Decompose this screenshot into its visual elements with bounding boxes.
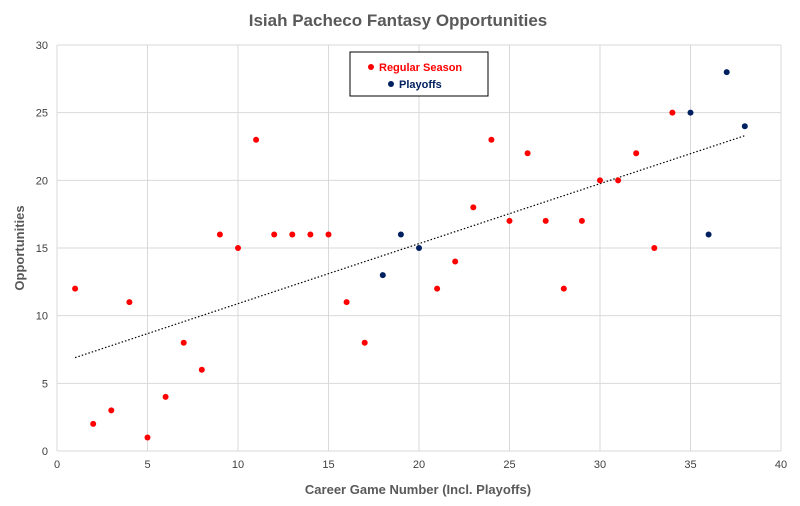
point-regular-season (271, 231, 278, 238)
point-regular-season (578, 217, 585, 224)
point-regular-season (253, 136, 260, 143)
x-tick-label: 40 (775, 459, 787, 471)
point-regular-season (126, 299, 133, 306)
legend: Regular Season Playoffs (349, 51, 489, 97)
point-regular-season (325, 231, 332, 238)
point-regular-season (633, 150, 640, 157)
point-regular-season (560, 285, 567, 292)
point-regular-season (144, 434, 151, 441)
x-tick-label: 10 (232, 459, 244, 471)
y-tick-label: 30 (36, 40, 48, 52)
point-regular-season (651, 245, 658, 251)
point-regular-season (615, 177, 622, 184)
x-tick-label: 20 (413, 459, 425, 471)
point-regular-season (216, 231, 223, 238)
tick-labels: 0 5 10 15 20 25 30 35 40 0 5 10 15 20 25 30 (36, 40, 787, 471)
x-tick-label: 30 (594, 459, 606, 471)
point-regular-season (235, 245, 241, 251)
trendline (74, 135, 745, 359)
legend-box (349, 51, 489, 97)
point-playoffs (705, 231, 712, 238)
legend-label-playoffs: Playoffs (399, 79, 442, 91)
y-tick-label: 20 (36, 175, 48, 187)
legend-marker-playoffs (388, 81, 394, 87)
x-tick-label: 5 (144, 459, 150, 471)
y-axis-label: Opportunities (12, 205, 27, 290)
point-regular-season (597, 177, 603, 184)
chart-title: Isiah Pacheco Fantasy Opportunities (249, 11, 548, 30)
y-tick-label: 15 (36, 243, 48, 255)
point-playoffs (723, 69, 730, 76)
point-regular-season (542, 217, 549, 224)
point-playoffs (397, 231, 404, 238)
data-points (72, 69, 748, 441)
point-playoffs (379, 272, 386, 279)
point-regular-season (524, 150, 531, 157)
x-tick-label: 15 (322, 459, 334, 471)
trendline-layer (74, 135, 745, 359)
x-tick-label: 35 (684, 459, 696, 471)
point-regular-season (452, 258, 459, 265)
point-regular-season (669, 109, 676, 116)
y-tick-label: 0 (42, 446, 48, 458)
point-regular-season (72, 285, 79, 292)
point-regular-season (488, 136, 495, 143)
y-tick-label: 25 (36, 108, 48, 120)
point-regular-season (198, 366, 205, 373)
point-regular-season (470, 204, 477, 211)
legend-marker-regular-season (368, 64, 374, 70)
x-tick-label: 25 (503, 459, 515, 471)
point-regular-season (162, 393, 169, 400)
point-regular-season (289, 231, 296, 238)
point-playoffs (741, 123, 748, 130)
y-tick-label: 10 (36, 311, 48, 323)
point-regular-season (361, 339, 368, 346)
x-axis-label: Career Game Number (Incl. Playoffs) (305, 482, 531, 497)
legend-label-regular-season: Regular Season (379, 62, 462, 74)
point-regular-season (434, 285, 441, 292)
point-playoffs (687, 109, 694, 116)
point-regular-season (90, 420, 97, 427)
x-tick-label: 0 (54, 459, 60, 471)
point-regular-season (108, 407, 115, 414)
point-regular-season (343, 299, 350, 306)
point-playoffs (416, 245, 422, 251)
point-regular-season (506, 217, 513, 224)
point-regular-season (307, 231, 314, 238)
point-regular-season (180, 339, 187, 346)
y-tick-label: 5 (42, 378, 48, 390)
